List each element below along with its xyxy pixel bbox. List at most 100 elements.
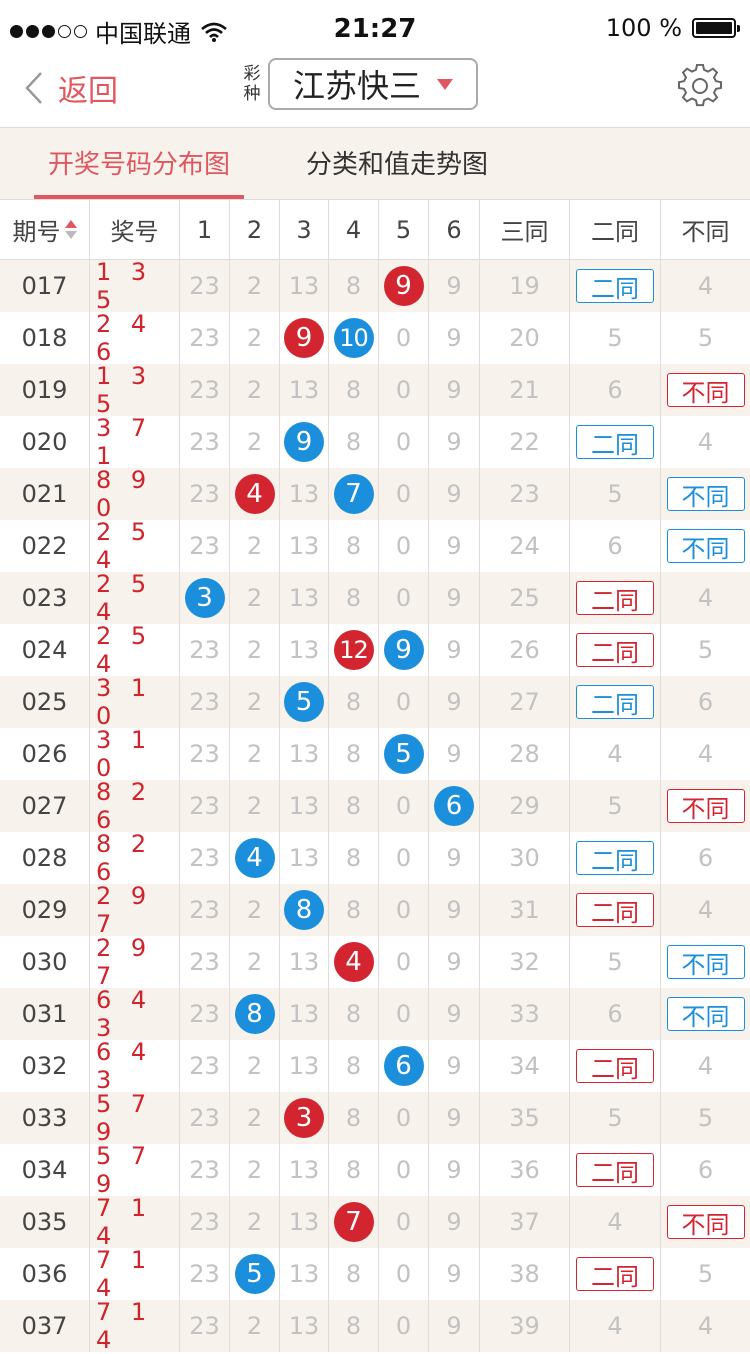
miss-count: 2 xyxy=(230,728,280,780)
hit-cell: 5 xyxy=(230,1248,280,1300)
draw-number: 1 3 5 xyxy=(90,362,180,418)
draw-number: 2 5 4 xyxy=(90,518,180,574)
miss-count: 19 xyxy=(480,260,570,312)
miss-count: 9 xyxy=(429,572,480,624)
issue-number: 033 xyxy=(0,1092,90,1144)
miss-count: 4 xyxy=(570,1196,661,1248)
miss-count: 8 xyxy=(329,364,379,416)
miss-count: 5 xyxy=(697,636,714,664)
draw-number: 6 4 3 xyxy=(90,986,180,1042)
hit-cell: 7 xyxy=(329,468,379,520)
type-badge: 二同 xyxy=(576,269,654,303)
miss-count: 4 xyxy=(697,584,714,612)
issue-number: 026 xyxy=(0,728,90,780)
miss-count: 8 xyxy=(329,520,379,572)
issue-number: 035 xyxy=(0,1196,90,1248)
hit-ball: 5 xyxy=(234,1254,275,1294)
carrier-name: 中国联通 xyxy=(95,20,191,48)
gear-icon[interactable] xyxy=(678,64,722,108)
issue-number: 029 xyxy=(0,884,90,936)
type-cell: 不同 xyxy=(661,988,750,1040)
miss-count: 0 xyxy=(379,1248,429,1300)
miss-count: 0 xyxy=(379,884,429,936)
miss-count: 2 xyxy=(230,676,280,728)
table-row: 022 2 5 4 23 2 13 8 0 9 24 6 不同 xyxy=(0,518,750,574)
type-cell: 二同 xyxy=(570,1144,661,1196)
hit-ball: 8 xyxy=(284,890,324,930)
tab-bar: 开奖号码分布图 分类和值走势图 xyxy=(0,128,750,200)
miss-count: 8 xyxy=(329,260,379,312)
miss-count: 13 xyxy=(280,260,329,312)
draw-number: 3 7 1 xyxy=(90,414,180,470)
miss-count: 2 xyxy=(230,1144,280,1196)
miss-count: 13 xyxy=(280,1144,329,1196)
draw-number: 6 4 3 xyxy=(90,1038,180,1094)
miss-count: 9 xyxy=(429,728,480,780)
miss-count: 0 xyxy=(379,1300,429,1352)
type-cell: 不同 xyxy=(661,364,750,416)
hit-ball: 12 xyxy=(333,630,374,670)
type-cell: 不同 xyxy=(661,468,750,520)
miss-count: 23 xyxy=(180,1300,230,1352)
miss-count: 0 xyxy=(379,416,429,468)
issue-number: 022 xyxy=(0,520,90,572)
miss-count: 4 xyxy=(570,1300,661,1352)
miss-count: 6 xyxy=(570,364,661,416)
table-header: 期号 奖号 1 2 3 4 5 6 三同 二同 不同 xyxy=(0,200,750,260)
nav-bar: 返回 彩种 江苏快三 xyxy=(0,58,750,128)
issue-number: 023 xyxy=(0,572,90,624)
miss-count: 6 xyxy=(697,844,714,872)
header-triple: 三同 xyxy=(480,200,570,259)
battery-icon xyxy=(692,18,740,38)
miss-count: 0 xyxy=(379,1196,429,1248)
miss-count: 2 xyxy=(230,520,280,572)
miss-count: 13 xyxy=(280,364,329,416)
miss-count: 0 xyxy=(379,1092,429,1144)
miss-count: 2 xyxy=(230,884,280,936)
table-row: 037 7 1 4 23 2 13 8 0 9 39 4 4 xyxy=(0,1298,750,1354)
issue-number: 028 xyxy=(0,832,90,884)
issue-number: 034 xyxy=(0,1144,90,1196)
back-button[interactable]: 返回 xyxy=(24,66,118,110)
hit-ball: 4 xyxy=(333,942,374,982)
table-row: 023 2 5 4 3 2 13 8 0 9 25 二同 4 xyxy=(0,570,750,626)
miss-count: 8 xyxy=(329,728,379,780)
miss-count: 23 xyxy=(180,1144,230,1196)
table-row: 027 8 2 6 23 2 13 8 0 6 29 5 不同 xyxy=(0,778,750,834)
miss-count: 0 xyxy=(379,832,429,884)
draw-number: 8 2 6 xyxy=(90,778,180,834)
hit-cell: 6 xyxy=(429,780,480,832)
issue-number: 031 xyxy=(0,988,90,1040)
miss-count: 2 xyxy=(230,416,280,468)
tab-trend[interactable]: 分类和值走势图 xyxy=(306,150,489,180)
header-issue[interactable]: 期号 xyxy=(0,200,90,259)
wifi-icon xyxy=(201,22,227,42)
draw-number: 7 1 4 xyxy=(90,1246,180,1302)
miss-count: 0 xyxy=(379,780,429,832)
type-cell: 二同 xyxy=(570,884,661,936)
header-col: 6 xyxy=(429,200,480,259)
miss-count: 25 xyxy=(480,572,570,624)
miss-count: 27 xyxy=(480,676,570,728)
miss-count: 8 xyxy=(329,416,379,468)
miss-count: 38 xyxy=(480,1248,570,1300)
hit-ball: 6 xyxy=(434,786,474,826)
draw-number: 3 1 0 xyxy=(90,726,180,782)
type-cell: 二同 xyxy=(570,260,661,312)
type-badge: 二同 xyxy=(576,841,654,875)
miss-count: 5 xyxy=(570,936,661,988)
hit-ball: 9 xyxy=(284,318,324,358)
miss-count: 23 xyxy=(180,520,230,572)
issue-number: 025 xyxy=(0,676,90,728)
hit-ball: 9 xyxy=(284,422,324,462)
miss-count: 4 xyxy=(570,728,661,780)
miss-count: 13 xyxy=(280,624,329,676)
miss-count: 4 xyxy=(697,428,714,456)
miss-count: 13 xyxy=(280,520,329,572)
tab-distribution[interactable]: 开奖号码分布图 xyxy=(34,128,244,199)
lottery-select[interactable]: 江苏快三 xyxy=(268,58,478,110)
type-cell: 二同 xyxy=(570,832,661,884)
type-badge: 不同 xyxy=(666,1205,745,1239)
miss-count: 6 xyxy=(570,988,661,1040)
miss-count: 0 xyxy=(379,1144,429,1196)
